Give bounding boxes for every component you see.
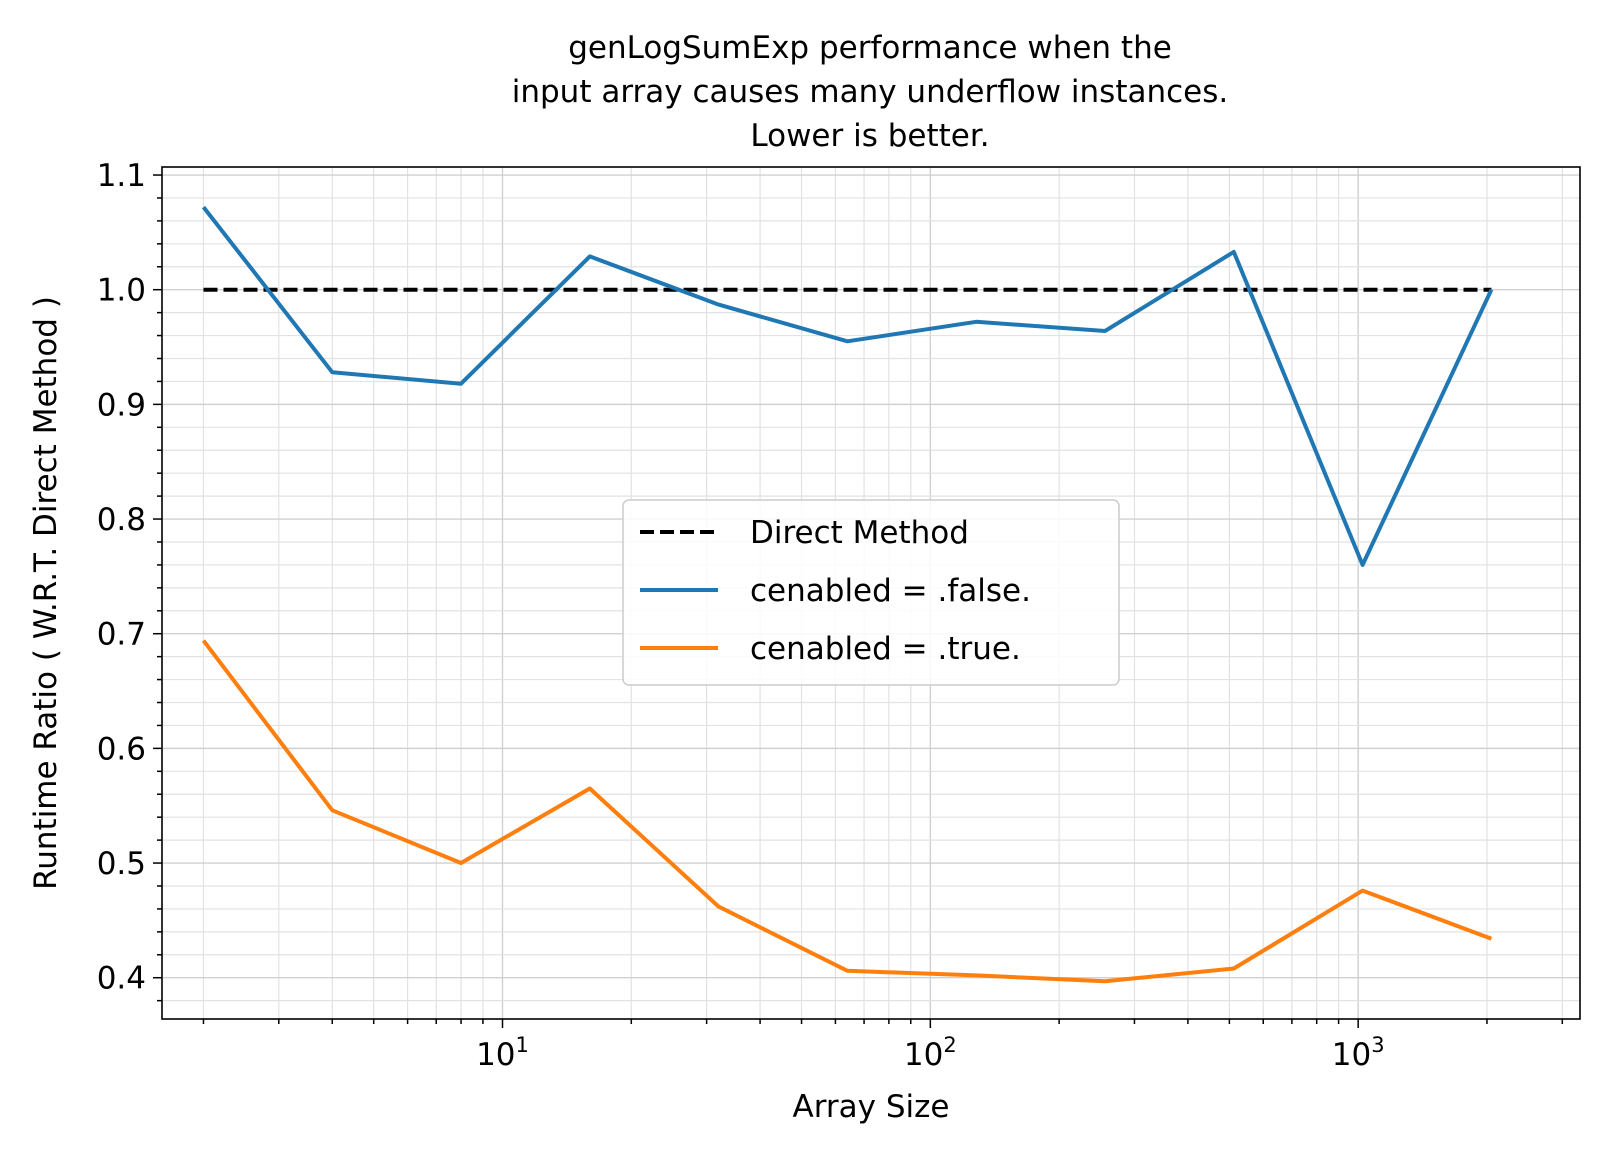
legend-label-direct-method: Direct Method: [750, 515, 969, 551]
chart-title-line-1: genLogSumExp performance when the: [568, 30, 1172, 66]
chart-title-line-2: input array causes many underflow instan…: [512, 74, 1229, 110]
y-tick-label: 1.0: [97, 273, 146, 309]
chart-title-line-3: Lower is better.: [750, 118, 989, 154]
series-line-cenabled-false: [201, 205, 1494, 567]
x-axis-label: Array Size: [793, 1089, 950, 1125]
x-tick-label: 101: [476, 1033, 529, 1073]
y-tick-label: 1.1: [97, 158, 146, 194]
y-axis-label: Runtime Ratio ( W.R.T. Direct Method ): [28, 296, 64, 890]
plot-lines: [201, 205, 1494, 984]
y-tick-label: 0.8: [97, 502, 146, 538]
x-tick-label: 103: [1332, 1033, 1385, 1073]
y-tick-label: 0.4: [97, 961, 146, 997]
y-tick-label: 0.5: [97, 846, 146, 882]
legend-label-cenabled-false: cenabled = .false.: [750, 573, 1031, 609]
x-tick-label: 102: [904, 1033, 957, 1073]
series-line-cenabled-true: [201, 639, 1493, 984]
legend: Direct Method cenabled = .false. cenable…: [622, 499, 1120, 686]
legend-label-cenabled-true: cenabled = .true.: [750, 631, 1021, 667]
y-tick-label: 0.7: [97, 617, 146, 653]
y-tick-label: 0.6: [97, 731, 146, 767]
plot-frame: [161, 166, 1581, 1020]
legend-box: [622, 499, 1120, 686]
axis-ticks: 0.4 0.5 0.6 0.7 0.8 0.9 1.0 1.1 101 102 103: [97, 158, 1564, 1073]
y-tick-label: 0.9: [97, 387, 146, 423]
